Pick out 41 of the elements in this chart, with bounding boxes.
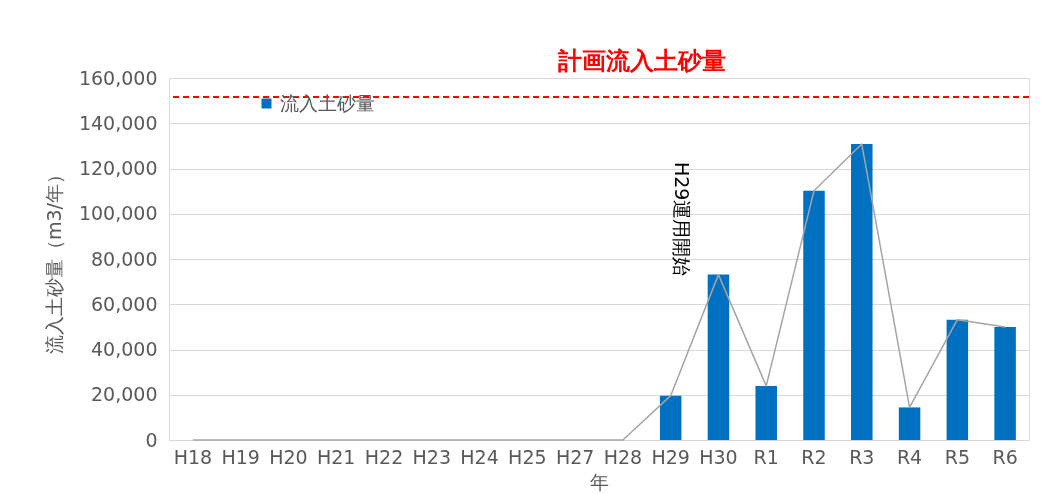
x-tick-label: H28 bbox=[603, 445, 643, 468]
x-tick-label: R6 bbox=[992, 445, 1018, 468]
x-tick-label: R5 bbox=[944, 445, 970, 468]
bar bbox=[803, 190, 825, 440]
x-tick-label: R3 bbox=[849, 445, 875, 468]
y-tick-label: 100,000 bbox=[78, 202, 158, 225]
y-tick-label: 40,000 bbox=[91, 338, 158, 360]
x-axis-title: 年 bbox=[590, 470, 609, 493]
x-tick-label: R2 bbox=[801, 445, 827, 468]
y-tick-label: 80,000 bbox=[91, 247, 158, 270]
x-tick-label: H18 bbox=[173, 445, 213, 468]
x-tick-label: H24 bbox=[460, 445, 499, 468]
x-tick-label: H23 bbox=[412, 445, 452, 468]
bar bbox=[851, 144, 873, 440]
annotation: H29運用開始 bbox=[670, 161, 693, 277]
y-tick-label: 0 bbox=[145, 428, 158, 451]
y-axis-title: 流入土砂量（m3/年） bbox=[42, 165, 65, 354]
y-tick-label: 120,000 bbox=[78, 157, 158, 179]
x-tick-label: H21 bbox=[316, 445, 356, 468]
bar bbox=[659, 395, 682, 440]
y-tick-label: 160,000 bbox=[78, 66, 158, 89]
x-tick-label: H27 bbox=[555, 445, 595, 468]
bar bbox=[994, 327, 1016, 440]
legend-label: 流入土砂量 bbox=[280, 91, 375, 114]
x-tick-label: H19 bbox=[221, 445, 260, 468]
y-tick-label: 140,000 bbox=[78, 111, 158, 134]
bar bbox=[946, 319, 969, 440]
ref-line-label: 計画流入土砂量 bbox=[557, 47, 726, 75]
x-tick-label: H25 bbox=[508, 445, 547, 468]
bar bbox=[755, 385, 777, 440]
x-tick-label: H22 bbox=[364, 445, 404, 468]
y-tick-label: 60,000 bbox=[91, 292, 158, 315]
y-tick-label: 20,000 bbox=[91, 383, 158, 406]
line-series bbox=[192, 143, 1006, 441]
x-tick-label: R1 bbox=[753, 445, 779, 468]
x-tick-label: H30 bbox=[699, 445, 738, 468]
x-tick-label: H20 bbox=[269, 445, 308, 468]
bar bbox=[898, 407, 921, 440]
bar bbox=[707, 274, 730, 440]
x-tick-label: H29 bbox=[651, 445, 690, 468]
x-tick-label: R4 bbox=[896, 445, 923, 468]
